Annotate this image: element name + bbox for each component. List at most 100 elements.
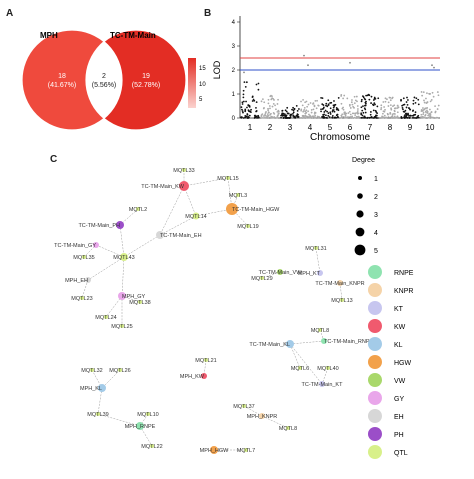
color-legend-label: HGW [394, 360, 412, 367]
snp-point [404, 115, 407, 118]
network-node [104, 315, 108, 319]
snp-point [305, 109, 308, 112]
snp-point [364, 108, 367, 111]
snp-point [276, 103, 279, 105]
network-node-label: MQTL7 [237, 448, 255, 454]
snp-point [437, 94, 440, 97]
snp-point [255, 107, 257, 109]
snp-point [244, 109, 247, 112]
snp-point [426, 92, 428, 95]
snp-point [255, 110, 258, 112]
snp-point [405, 113, 408, 116]
snp-point [269, 107, 271, 110]
snp-point [376, 105, 379, 108]
snp-point [350, 101, 353, 104]
snp-point [356, 105, 359, 107]
snp-point [309, 102, 312, 104]
network-node-label: MQTL29 [251, 276, 272, 282]
network-node-label: MPH_KW [180, 374, 205, 380]
x-tick-label: 8 [388, 123, 393, 132]
snp-point [390, 107, 392, 110]
snp-point [307, 110, 310, 113]
snp-point [384, 100, 387, 103]
snp-point [314, 114, 317, 117]
snp-point [356, 112, 359, 115]
snp-point [412, 99, 415, 102]
snp-point [312, 115, 315, 118]
snp-point [241, 101, 244, 104]
snp-point [266, 114, 268, 117]
degree-legend-label: 3 [374, 212, 378, 219]
snp-point [353, 106, 355, 109]
snp-point [434, 117, 436, 119]
network-node [286, 426, 290, 430]
snp-point [285, 110, 288, 113]
snp-point [357, 108, 359, 110]
color-legend-swatch [368, 427, 382, 441]
snp-point [327, 99, 330, 102]
snp-point [342, 108, 345, 111]
snp-point [425, 111, 427, 114]
snp-point [361, 116, 364, 119]
snp-point [275, 108, 277, 111]
snp-point [255, 83, 258, 86]
snp-point [429, 108, 431, 111]
venn-diagram: MPH TC-TM-Main 18 (41.67%) 2 (5.56%) 19 … [21, 29, 206, 131]
snp-point [364, 98, 367, 101]
color-legend-label: VW [394, 378, 406, 385]
network-node-label: MQTL19 [237, 224, 258, 230]
degree-legend-dot [358, 176, 362, 180]
snp-point [424, 114, 427, 117]
snp-point [383, 114, 386, 117]
network-node [80, 296, 84, 300]
snp-point [317, 104, 320, 107]
network-node [120, 253, 128, 261]
network-node-label: TC-TM-Main_KT [302, 382, 344, 388]
snp-point [272, 116, 275, 119]
network-node [259, 413, 265, 419]
snp-point [348, 110, 351, 113]
network-node-label: MQTL35 [73, 255, 94, 261]
snp-point [246, 117, 249, 119]
snp-point [313, 104, 316, 107]
color-legend-swatch [368, 265, 382, 279]
snp-point [294, 117, 297, 119]
network-node-label: TC-TM-Main_KNPR [315, 281, 364, 287]
snp-point [336, 108, 339, 110]
snp-point [417, 116, 420, 119]
network-edge [97, 387, 103, 415]
snp-point [289, 114, 292, 117]
snp-point [389, 112, 392, 115]
snp-point [393, 104, 396, 107]
x-tick-label: 5 [328, 123, 333, 132]
snp-point [344, 112, 347, 115]
snp-point [351, 99, 353, 101]
snp-point [362, 116, 365, 119]
snp-point [240, 106, 243, 109]
snp-point [261, 117, 264, 119]
snp-point [376, 117, 379, 119]
snp-point [314, 99, 317, 102]
x-tick-label: 6 [348, 123, 353, 132]
snp-point [396, 111, 399, 114]
network-node-label: TC-TM-Main_EH [160, 233, 202, 239]
snp-point [281, 109, 284, 112]
snp-point [307, 64, 309, 67]
snp-point [383, 117, 386, 119]
snp-point [428, 116, 430, 119]
snp-point [263, 101, 266, 104]
snp-point [423, 101, 426, 104]
network-node [246, 224, 250, 228]
snp-point [292, 111, 295, 114]
snp-point [407, 99, 409, 101]
snp-point [369, 116, 372, 119]
snp-point [417, 103, 420, 106]
network-edge [159, 215, 197, 236]
snp-point [433, 66, 435, 69]
snp-point [356, 110, 359, 112]
network-node [98, 384, 106, 392]
snp-point [327, 103, 330, 106]
venn-right-count: 19 [142, 73, 150, 80]
snp-point [402, 110, 405, 113]
snp-point [295, 105, 298, 107]
